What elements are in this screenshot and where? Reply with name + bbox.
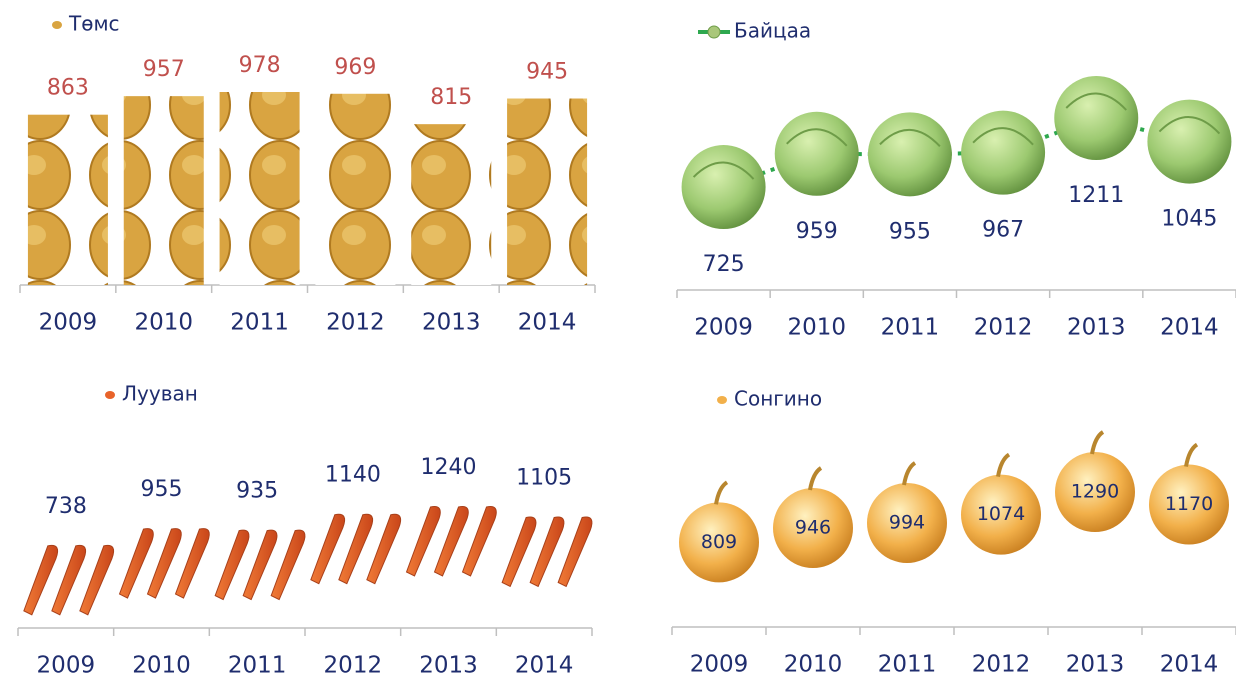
x-tick-label: 2011 [228,653,287,675]
value-label: 978 [239,53,281,78]
legend: Төмс [52,12,120,36]
marker [961,111,1045,195]
bar [28,115,108,285]
marker [502,517,592,586]
value-label: 1074 [977,503,1025,525]
onion-stem [1092,432,1103,454]
marker [120,529,210,598]
onion-stem [998,455,1009,477]
value-label: 955 [889,219,931,244]
value-label: 969 [334,55,376,80]
x-tick-label: 2014 [515,653,574,675]
x-tick-label: 2009 [39,310,98,336]
legend-label: Төмс [68,12,120,36]
value-label: 945 [526,60,568,85]
x-tick-label: 2012 [972,652,1031,675]
value-label: 957 [143,57,185,82]
value-label: 1140 [325,463,381,488]
marker [868,112,952,196]
bar [220,92,300,285]
x-tick-label: 2014 [518,310,577,336]
carrot [215,530,249,599]
marker [1147,100,1231,184]
carrot [24,545,58,614]
x-tick-label: 2010 [132,653,191,675]
carrot [120,529,154,598]
legend: Байцаа [698,19,811,43]
cabbage-head [682,145,766,229]
value-label: 725 [703,252,745,277]
cabbage-head [961,111,1045,195]
x-tick-label: 2013 [1067,315,1126,341]
value-label: 1290 [1071,481,1119,503]
value-label: 738 [45,494,87,519]
value-label: 863 [47,76,89,101]
bar [411,124,491,285]
bar [507,99,587,285]
value-label: 1105 [516,465,572,490]
carrot [311,514,345,583]
x-tick-label: 2013 [419,653,478,675]
chart-page: 2009 2010 2011 2012 2013 2014 Төмс 863 957 978 969… [0,0,1236,675]
cabbage-head [1147,100,1231,184]
onion-stem [716,482,727,504]
value-label: 1045 [1161,207,1217,232]
x-tick-label: 2013 [1066,652,1125,675]
value-label: 1240 [421,455,477,480]
x-tick-label: 2011 [881,315,940,341]
value-label: 809 [701,531,737,553]
marker [215,530,305,599]
x-tick-label: 2012 [326,310,385,336]
x-tick-label: 2013 [422,310,481,336]
marker [682,145,766,229]
x-tick-label: 2009 [690,652,749,675]
value-label: 967 [982,218,1024,243]
x-tick-label: 2014 [1160,652,1219,675]
legend-marker [708,26,720,38]
value-label: 1211 [1068,183,1124,208]
value-label: 994 [889,511,925,533]
carrot [407,507,441,576]
value-label: 955 [141,477,183,502]
x-tick-label: 2010 [134,310,193,336]
value-label: 1170 [1165,493,1213,515]
value-label: 959 [796,219,838,244]
legend-label: Байцаа [734,19,811,43]
marker [1054,76,1138,160]
bar [315,94,395,285]
x-tick-label: 2010 [787,315,846,341]
legend: Сонгино [717,387,822,411]
cabbage-head [1054,76,1138,160]
x-tick-label: 2012 [324,653,383,675]
onion-stem [810,468,821,490]
value-label: 935 [236,479,278,504]
marker [407,507,497,576]
value-label: 815 [430,85,472,110]
value-label: 946 [795,517,831,539]
x-tick-label: 2009 [694,315,753,341]
onion-stem [904,463,915,485]
x-tick-label: 2011 [878,652,937,675]
legend-marker [52,21,62,29]
legend-marker [717,396,727,404]
legend-label: Лууван [122,382,198,406]
x-tick-label: 2009 [37,653,96,675]
legend-label: Сонгино [734,387,822,411]
x-tick-label: 2014 [1160,315,1219,341]
marker [775,112,859,196]
marker [24,545,114,614]
x-tick-label: 2011 [230,310,289,336]
legend-marker [105,391,115,399]
legend: Лууван [105,382,198,406]
marker [311,514,401,583]
x-tick-label: 2010 [784,652,843,675]
carrot [502,517,536,586]
cabbage-head [775,112,859,196]
bar [124,96,204,285]
cabbage-head [868,112,952,196]
x-tick-label: 2012 [974,315,1033,341]
onion-stem [1186,445,1197,467]
